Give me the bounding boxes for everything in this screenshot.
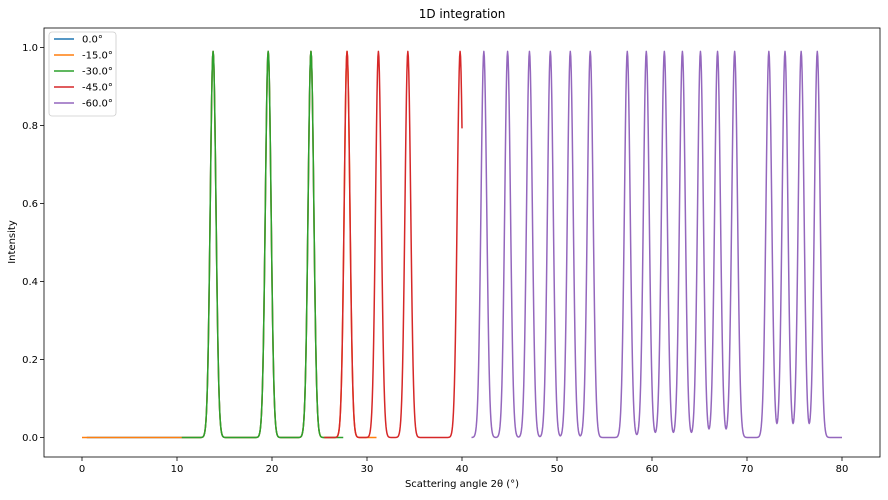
x-tick-label: 20: [266, 464, 279, 475]
x-tick-label: 80: [836, 464, 849, 475]
y-tick-label: 0.0: [22, 433, 38, 444]
y-axis-ticks: 0.0 0.2 0.4 0.6 0.8 1.0: [22, 43, 44, 444]
legend: 0.0° -15.0° -30.0° -45.0° -60.0°: [48, 31, 117, 117]
x-tick-label: 0: [79, 464, 85, 475]
series-line-3: [323, 50, 463, 439]
x-tick-label: 40: [456, 464, 469, 475]
y-axis-label: Intensity: [7, 220, 18, 264]
legend-items: 0.0° -15.0° -30.0° -45.0° -60.0°: [54, 35, 113, 110]
x-axis-label: Scattering angle 2θ (°): [405, 479, 519, 490]
legend-label: 0.0°: [82, 35, 103, 46]
y-tick-label: 0.8: [22, 121, 38, 132]
y-tick-label: 1.0: [22, 43, 38, 54]
y-tick-label: 0.6: [22, 199, 38, 210]
series-line-2: [181, 50, 344, 439]
x-tick-label: 60: [646, 464, 659, 475]
y-tick-label: 0.4: [22, 277, 38, 288]
y-tick-label: 0.2: [22, 355, 38, 366]
x-axis-ticks: 0 10 20 30 40 50 60 70 80: [79, 457, 849, 475]
x-tick-label: 10: [171, 464, 184, 475]
legend-label: -60.0°: [82, 99, 113, 110]
legend-label: -15.0°: [82, 51, 113, 62]
plot-area: 0 10 20 30 40 50 60 70 80 0.0 0.2 0.4 0.6 0.8 1.0: [22, 27, 881, 475]
legend-frame: [48, 31, 117, 117]
x-tick-label: 70: [741, 464, 754, 475]
x-tick-label: 30: [361, 464, 374, 475]
legend-label: -30.0°: [82, 67, 113, 78]
legend-label: -45.0°: [82, 83, 113, 94]
x-tick-label: 50: [551, 464, 564, 475]
series-line-4: [471, 50, 843, 439]
series-layer: [81, 50, 843, 439]
chart-title: 1D integration: [419, 7, 506, 21]
